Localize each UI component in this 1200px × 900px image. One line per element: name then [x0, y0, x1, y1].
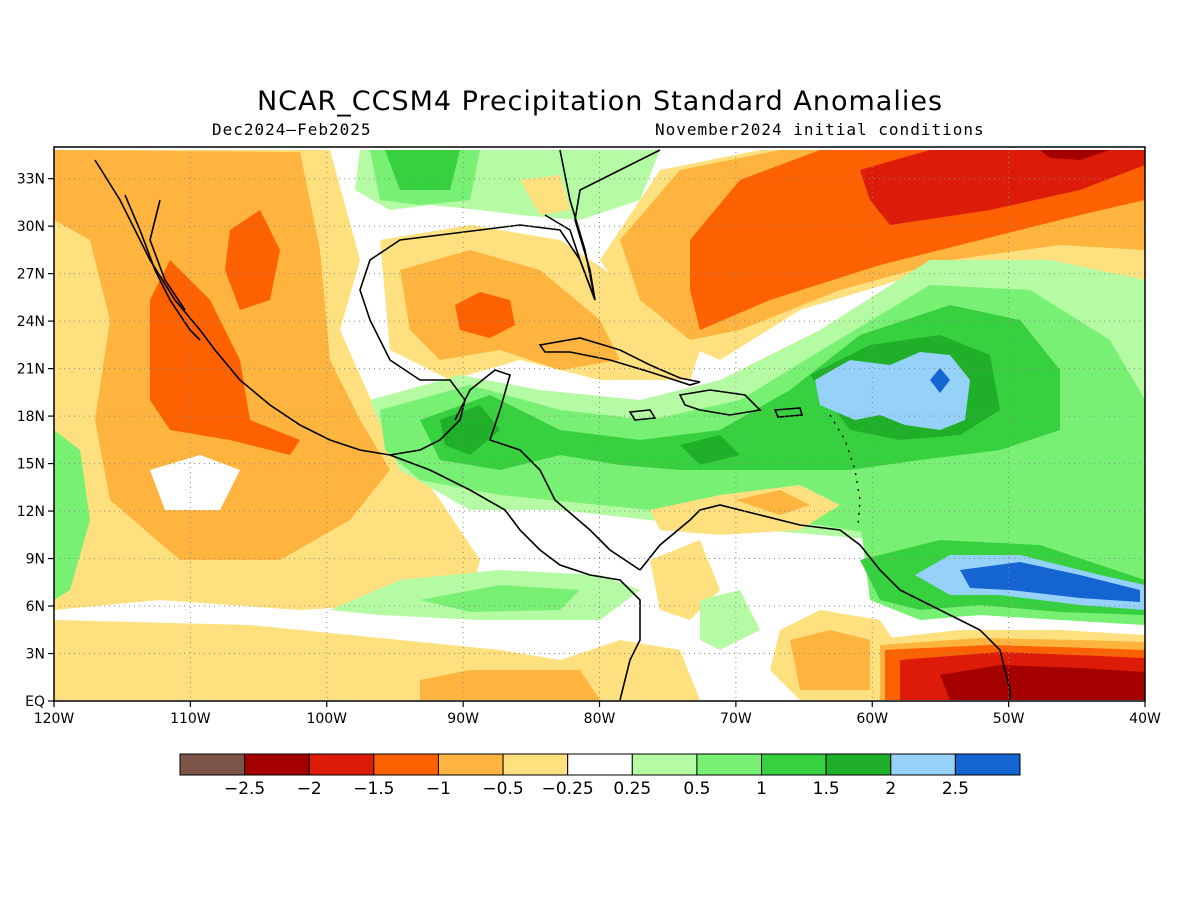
gulf-coast-wet-strong	[385, 150, 460, 190]
colorbar-label: −1	[426, 779, 451, 799]
anomaly-field	[54, 147, 1145, 701]
lon-tick-label: 60W	[856, 711, 888, 727]
gulf-dry-strong	[455, 292, 515, 338]
atlantic-dry-very-strong	[860, 150, 1145, 225]
lon-tick-label: 110W	[170, 711, 211, 727]
coastline-hispaniola	[678, 389, 762, 416]
colorbar-label: 1	[756, 779, 767, 799]
lon-tick-label: 100W	[306, 711, 347, 727]
equatorial-dry-moderate	[420, 670, 600, 700]
pacific-wet-west	[54, 430, 90, 600]
atlantic-wet-extreme-north	[815, 352, 970, 430]
colorbar-label: 0.25	[613, 779, 651, 799]
colorbar-swatch	[696, 753, 763, 776]
colorbar-label: −0.5	[482, 779, 523, 799]
brazil-dry-extreme	[940, 665, 1145, 700]
colorbar-label: 0.5	[683, 779, 710, 799]
lat-tick-label: EQ	[25, 694, 45, 710]
colorbar: −2.5 −2 −1.5 −1 −0.5 −0.25 0.25 0.5 1 1.5 2 2.5	[179, 753, 1021, 799]
colorbar-swatch	[373, 753, 439, 776]
coastline-florida	[544, 149, 596, 301]
colorbar-swatch	[567, 753, 633, 776]
colorbar-swatch	[890, 753, 956, 776]
lon-tick-label: 90W	[447, 711, 479, 727]
lat-tick-label: 33N	[17, 172, 45, 188]
mexico-dry-strong-north	[225, 210, 280, 310]
colorbar-swatch	[954, 753, 1021, 776]
coastline-cuba	[538, 337, 701, 386]
colorbar-swatch	[631, 753, 698, 776]
colorbar-swatch	[502, 753, 569, 776]
lon-ticks: 120W 110W 100W 90W 80W 70W 60W 50W 40W	[34, 701, 1161, 727]
lon-tick-label: 80W	[584, 711, 616, 727]
colorbar-swatch	[825, 753, 892, 776]
coastline-puerto-rico	[773, 407, 804, 418]
coastline-central-america-pacific	[389, 454, 641, 701]
lat-tick-label: 3N	[26, 647, 45, 663]
lat-ticks: EQ 3N 6N 9N 12N 15N 18N 21N 24N 27N 30N 33N	[17, 172, 54, 710]
colombia-wet	[700, 590, 760, 650]
colorbar-swatch	[179, 753, 246, 776]
colorbar-label: 2	[885, 779, 896, 799]
initial-conditions: November2024 initial conditions	[655, 120, 985, 139]
mexico-dry-strong-west	[150, 260, 300, 455]
atlantic-wet-maximum-north	[930, 368, 950, 393]
lon-tick-label: 40W	[1129, 711, 1161, 727]
venezuela-coast-dry-moderate	[735, 490, 810, 515]
lat-tick-label: 6N	[26, 599, 45, 615]
colorbar-label: −0.25	[542, 779, 594, 799]
map-title: NCAR_CCSM4 Precipitation Standard Anomal…	[256, 86, 944, 117]
atlantic-wet-maximum-south	[960, 562, 1140, 602]
coastline-yucatan	[454, 369, 641, 571]
atlantic-dry-extreme	[1040, 150, 1110, 160]
florida-dry	[520, 175, 570, 215]
central-america-wet-moderate	[420, 585, 580, 612]
colorbar-label: 1.5	[813, 779, 840, 799]
coastline-jamaica	[628, 409, 657, 421]
coastline-south-america	[639, 504, 1011, 700]
lat-tick-label: 9N	[26, 552, 45, 568]
lat-tick-label: 30N	[17, 219, 45, 235]
colorbar-swatch	[308, 753, 375, 776]
lat-tick-label: 21N	[17, 362, 45, 378]
coastline-baja	[124, 194, 201, 341]
amazon-dry-moderate	[790, 630, 870, 690]
caribbean-wet-very-strong-center	[680, 435, 740, 465]
lat-tick-label: 12N	[17, 504, 45, 520]
colorbar-swatch	[244, 753, 310, 776]
forecast-period: Dec2024–Feb2025	[212, 120, 372, 139]
caribbean-wet-very-strong-west	[440, 405, 500, 455]
colorbar-label: −2.5	[224, 779, 265, 799]
lon-tick-label: 50W	[993, 711, 1025, 727]
lon-tick-label: 70W	[720, 711, 752, 727]
colorbar-label: −1.5	[353, 779, 394, 799]
colorbar-swatch	[437, 753, 504, 776]
pacific-white-pocket	[150, 455, 240, 510]
lon-tick-label: 120W	[34, 711, 75, 727]
lat-tick-label: 24N	[17, 314, 45, 330]
colorbar-label: −2	[297, 779, 322, 799]
lat-tick-label: 15N	[17, 457, 45, 473]
colorbar-label: 2.5	[942, 779, 969, 799]
lat-gridlines	[54, 178, 1145, 654]
colorbar-swatch	[761, 753, 827, 776]
lat-tick-label: 18N	[17, 409, 45, 425]
lat-tick-label: 27N	[17, 267, 45, 283]
